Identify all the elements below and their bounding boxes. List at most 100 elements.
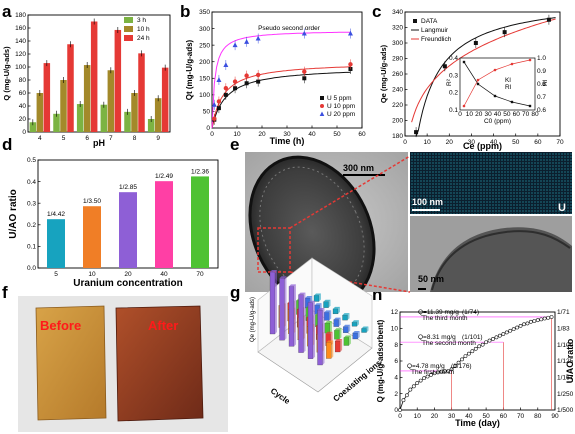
panel-label-a: a — [2, 2, 12, 21]
y-tick-label: 180 — [392, 133, 403, 140]
data-point — [422, 376, 427, 381]
bar3d — [343, 337, 350, 346]
x-tick-label: 20 — [258, 131, 266, 138]
panel-label-e: e — [230, 135, 239, 154]
inset-xlabel: C0 (ppm) — [484, 118, 511, 125]
data-point — [487, 338, 492, 343]
bar-3h — [124, 111, 131, 132]
x-axis-label: Uranium concentration — [73, 278, 182, 289]
data-point — [418, 378, 423, 383]
data-point — [232, 42, 238, 48]
panel-f-photos: Before After — [18, 296, 228, 432]
bar3d-side — [357, 320, 359, 327]
x-tick-label: 40 — [160, 271, 168, 278]
bar3d-side — [338, 317, 341, 327]
inset-x-tick: 80 — [531, 111, 539, 118]
zoom-scale-label: 50 nm — [418, 274, 444, 284]
x-tick-label: 50 — [512, 139, 520, 146]
data-point — [401, 398, 406, 403]
data-point — [515, 325, 520, 330]
legend-marker — [320, 104, 324, 108]
inset-x-tick: 40 — [494, 111, 502, 118]
data-point — [535, 318, 540, 323]
annotation-value: Q=8.31 mg/g — [418, 334, 456, 341]
y-axis-label: Q (mg-U/g-ads) — [2, 46, 11, 101]
bar-10h — [107, 70, 115, 132]
y-axis-label: Qe (mg-U/g-ads) — [379, 44, 388, 103]
bar-3h — [147, 119, 155, 132]
bar-value-label: 1/2.49 — [155, 173, 173, 180]
data-point — [511, 327, 516, 332]
data-point — [456, 360, 461, 365]
bar3d-top — [279, 276, 287, 279]
x-tick-label: 10 — [88, 271, 96, 278]
x-tick-label: 40 — [308, 131, 316, 138]
inset-point — [528, 104, 532, 108]
x-tick-label: 4 — [38, 135, 42, 142]
y-tick-label: 350 — [199, 9, 210, 16]
x-tick-label: 70 — [517, 413, 525, 420]
bar-24h — [161, 67, 169, 132]
legend-label: Freundlich — [421, 36, 452, 43]
data-point — [528, 319, 533, 324]
bar3d — [343, 326, 349, 333]
x-tick-label: 10 — [414, 413, 422, 420]
data-point — [463, 354, 468, 359]
inset-point — [462, 104, 466, 108]
data-point — [477, 344, 482, 349]
bar-value-label: 1/2.85 — [119, 184, 137, 191]
data-point — [212, 116, 217, 121]
inset-y-tick: 0.2 — [449, 90, 458, 97]
bar3d-top — [305, 296, 313, 298]
bar3d — [269, 271, 276, 335]
bar3d-top — [325, 331, 333, 334]
legend-label: U 20 ppm — [327, 111, 355, 118]
y-tick-label: 140 — [15, 38, 26, 45]
bar3d — [298, 294, 304, 353]
inset-legend: Kl — [505, 77, 511, 84]
membrane-after — [115, 305, 204, 422]
y-tick-label: 6 — [394, 358, 398, 365]
bar3d — [351, 322, 358, 327]
bar-10h — [83, 65, 91, 132]
chart-a-ph-adsorption: 0 20 40 60 80 100 120 140 160 180 4 5 6 7 8 9 3 h 10 h 24 … — [2, 12, 171, 148]
x-tick-label: 40 — [490, 139, 498, 146]
x-tick-label: 0 — [210, 131, 214, 138]
y2-tick-label: 1/167 — [557, 375, 574, 382]
map-scale-label: 100 nm — [412, 197, 443, 207]
data-point — [256, 79, 261, 84]
chart-title: Pseudo second order — [258, 25, 321, 32]
data-point — [223, 92, 228, 97]
panel-label-g: g — [230, 283, 240, 302]
y-tick-label: 100 — [15, 64, 26, 71]
x-tick-label: 0 — [403, 139, 407, 146]
data-point — [233, 86, 238, 91]
bar-24h — [67, 44, 74, 132]
data-point — [508, 328, 513, 333]
annotation-sub: The first month — [411, 369, 455, 376]
y-tick-label: 50 — [203, 109, 211, 116]
bar3d — [342, 314, 348, 321]
x-tick-label: 40 — [465, 413, 473, 420]
tem-scale-label: 300 nm — [343, 163, 374, 173]
annotation-sub: The third month — [422, 315, 468, 322]
y-tick-label: 4 — [394, 375, 398, 382]
bar-10h — [36, 93, 44, 132]
bar-value-label: 1/2.36 — [191, 168, 209, 175]
y2-tick-label: 1/71 — [557, 309, 570, 316]
x-tick-label: 0 — [398, 413, 402, 420]
bar3d-top — [314, 303, 322, 306]
data-point — [470, 349, 475, 354]
bar3d-side — [328, 299, 331, 308]
data-point — [473, 346, 478, 351]
y-tick-label: 20 — [19, 116, 27, 123]
bar3d — [361, 328, 367, 333]
legend-label: DATA — [421, 18, 438, 25]
before-label: Before — [40, 318, 81, 333]
data-point — [435, 370, 440, 375]
x-tick-label: 5 — [54, 271, 58, 278]
legend-marker — [413, 19, 417, 23]
bar3d-side — [331, 340, 334, 359]
bar3d-top — [270, 270, 277, 272]
data-point — [497, 333, 502, 338]
